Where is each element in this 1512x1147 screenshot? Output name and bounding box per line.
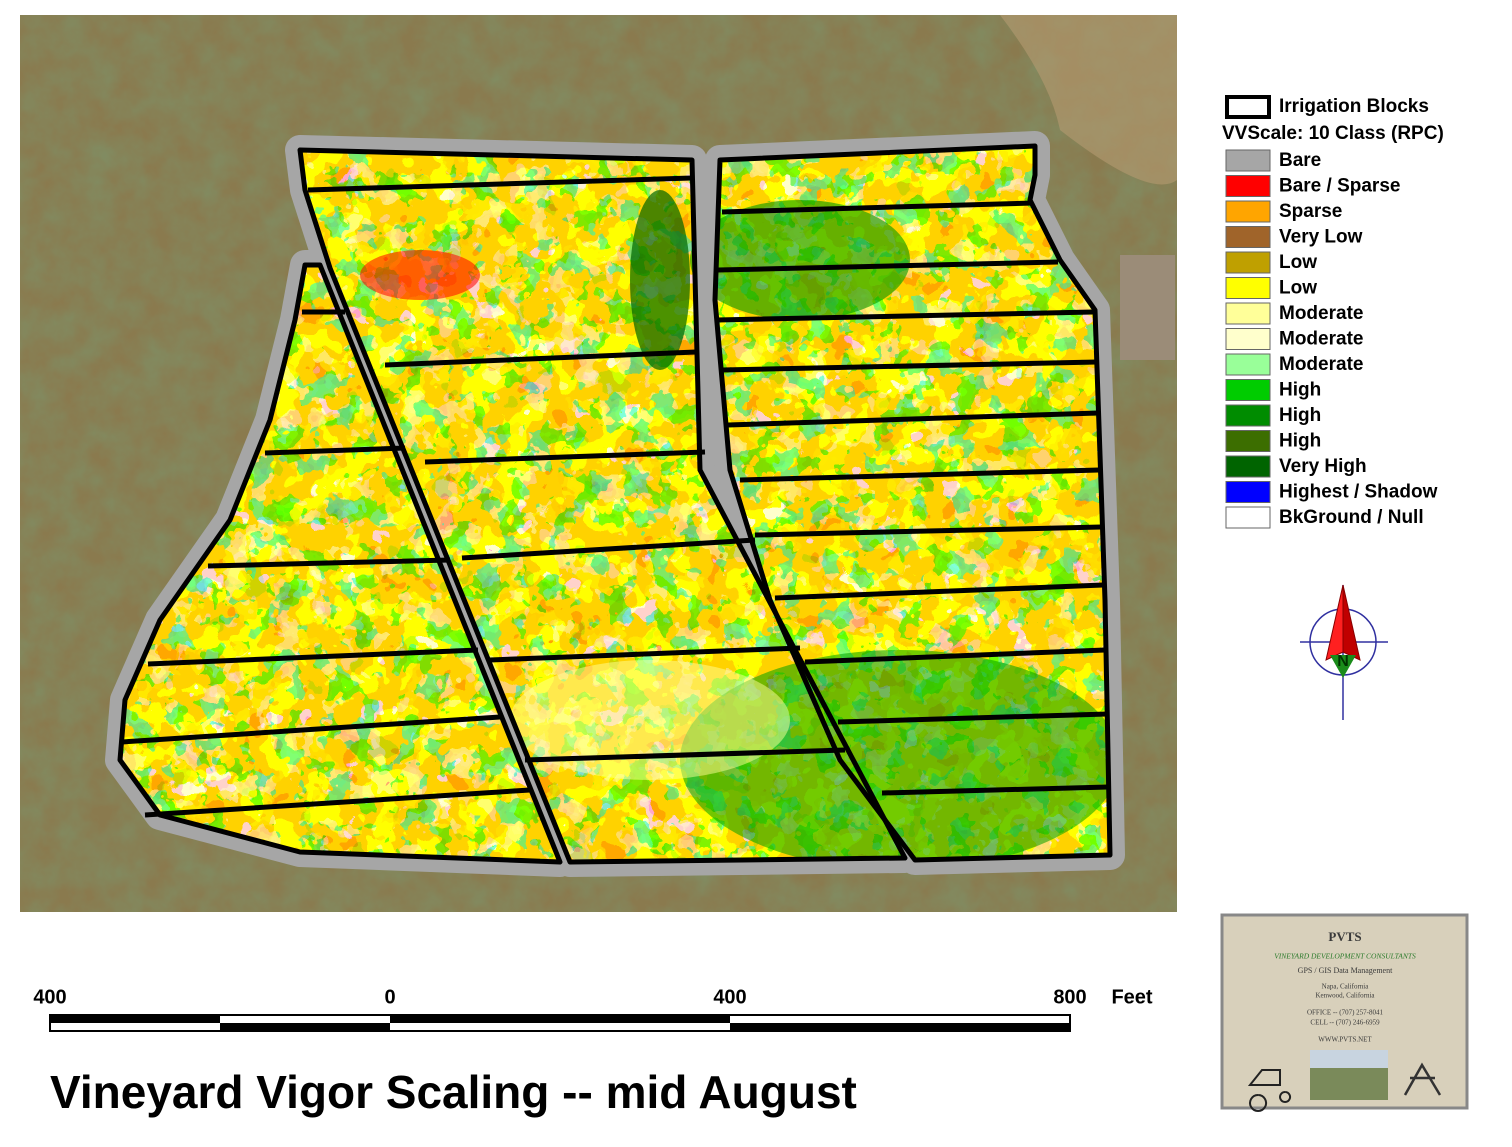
compass-label: N [1337, 653, 1349, 670]
legend-swatch [1225, 379, 1271, 401]
legend-scale-title: VVScale: 10 Class (RPC) [1222, 123, 1444, 144]
legend-swatch [1225, 404, 1271, 427]
scale-label: 0 [384, 986, 395, 1008]
legend-swatch [1225, 430, 1271, 452]
legend-swatch [1225, 481, 1271, 503]
legend-swatch [1225, 251, 1271, 274]
scale-bar [49, 1014, 1071, 1032]
legend-label: High [1279, 431, 1321, 452]
legend-swatch [1225, 353, 1271, 376]
bare-slope [1000, 15, 1177, 185]
legend-label: Very High [1279, 456, 1367, 477]
legend-label: Bare [1279, 150, 1321, 171]
legend-items: Bare Bare / Sparse Sparse Very Low Low Low Mod… [1225, 149, 1438, 529]
logo-office: OFFICE -- (707) 257-8041 [1307, 1009, 1384, 1017]
legend-swatch [1225, 175, 1271, 197]
map-title: Vineyard Vigor Scaling -- mid August [50, 1066, 857, 1118]
north-arrow: N [1300, 584, 1388, 720]
legend-swatch [1225, 455, 1271, 478]
scale-label: 400 [33, 986, 66, 1008]
legend-swatch [1225, 328, 1271, 350]
legend-label: Bare / Sparse [1279, 176, 1400, 197]
legend-label: High [1279, 380, 1321, 401]
legend-label: High [1279, 405, 1321, 426]
legend-label: Moderate [1279, 354, 1363, 375]
logo-cell: CELL -- (707) 246-6959 [1310, 1019, 1380, 1027]
legend-swatch [1225, 149, 1271, 172]
logo-web: WWW.PVTS.NET [1318, 1036, 1372, 1044]
scale-unit: Feet [1111, 986, 1152, 1008]
irrigation-blocks [117, 143, 1113, 865]
legend-blocks-label: Irrigation Blocks [1279, 96, 1429, 117]
legend-swatch [1225, 200, 1271, 223]
scale-label: 800 [1053, 986, 1086, 1008]
legend-label: Moderate [1279, 303, 1363, 324]
logo-card: PVTS VINEYARD DEVELOPMENT CONSULTANTS GP… [1220, 913, 1469, 1112]
legend-label: Highest / Shadow [1279, 482, 1438, 503]
legend-label: Moderate [1279, 329, 1363, 350]
legend-swatch [1225, 226, 1271, 248]
logo-service: GPS / GIS Data Management [1298, 966, 1393, 975]
legend-block-swatch [1225, 95, 1271, 119]
legend-label: Low [1279, 252, 1317, 273]
scale-label: 400 [713, 986, 746, 1008]
legend-swatch [1225, 302, 1271, 325]
logo-name: PVTS [1328, 929, 1361, 944]
building [1120, 255, 1175, 360]
legend-label: Very Low [1279, 227, 1363, 248]
logo-tagline: VINEYARD DEVELOPMENT CONSULTANTS [1274, 952, 1416, 961]
logo-location: Kenwood, California [1315, 992, 1375, 1000]
legend-label: BkGround / Null [1279, 507, 1424, 528]
logo-location: Napa, California [1322, 983, 1370, 991]
legend-label: Low [1279, 278, 1317, 299]
legend-swatch [1225, 506, 1271, 529]
legend-swatch [1225, 277, 1271, 299]
legend-label: Sparse [1279, 201, 1342, 222]
